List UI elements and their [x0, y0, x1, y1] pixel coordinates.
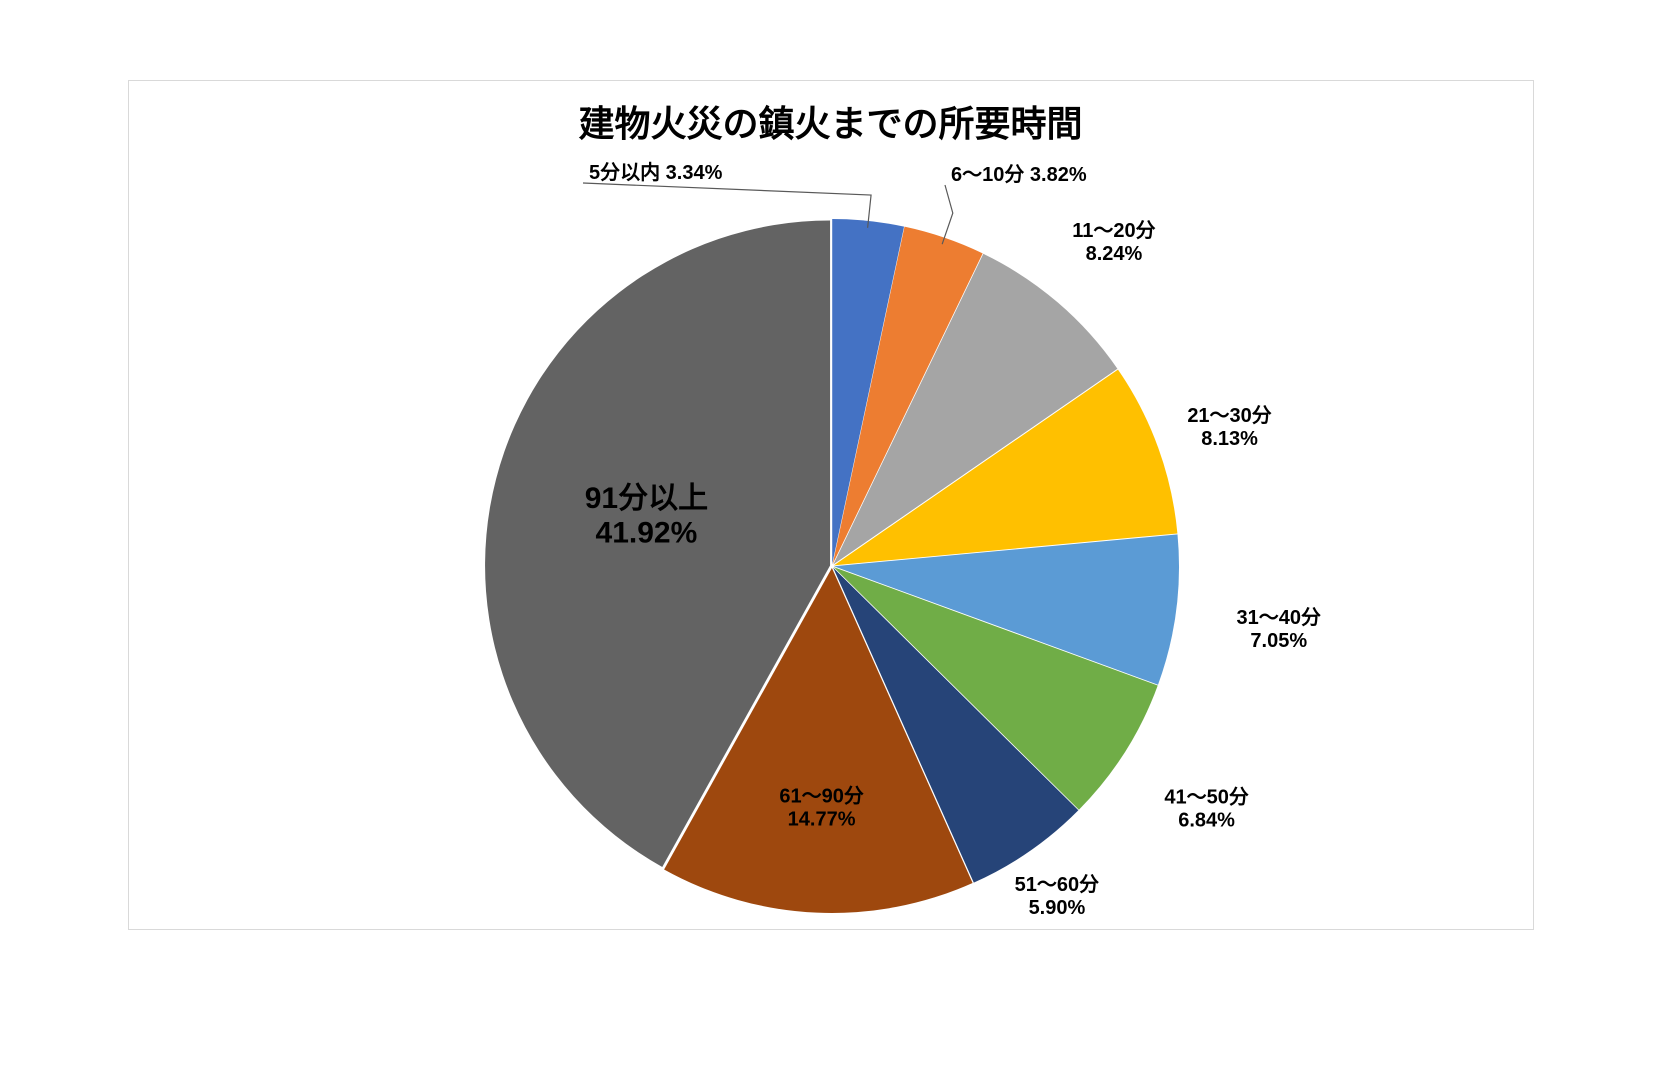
slice-label: 31～40分7.05% [1236, 606, 1321, 652]
slice-label: 51～60分5.90% [1014, 873, 1098, 919]
slice-label: 41～50分6.84% [1164, 786, 1249, 832]
pie-chart: 5分以内 3.34% 6～10分 3.82% 11～20分8.24% 21～30分8.… [129, 81, 1535, 931]
slice-callout-label: 6～10分 3.82% [951, 163, 1087, 186]
slice-callout-label: 5分以内 3.34% [589, 160, 723, 184]
leader-line [942, 185, 953, 244]
slice-label: 91分以上41.92% [584, 482, 707, 550]
slice-label: 61～90分14.77% [779, 784, 864, 830]
chart-frame: 建物火災の鎮火までの所要時間 5分以内 3.34%6～10分 3.82%11～2… [128, 80, 1534, 930]
slice-label: 21～30分8.13% [1187, 404, 1272, 450]
slice-label: 11～20分8.24% [1072, 219, 1155, 265]
